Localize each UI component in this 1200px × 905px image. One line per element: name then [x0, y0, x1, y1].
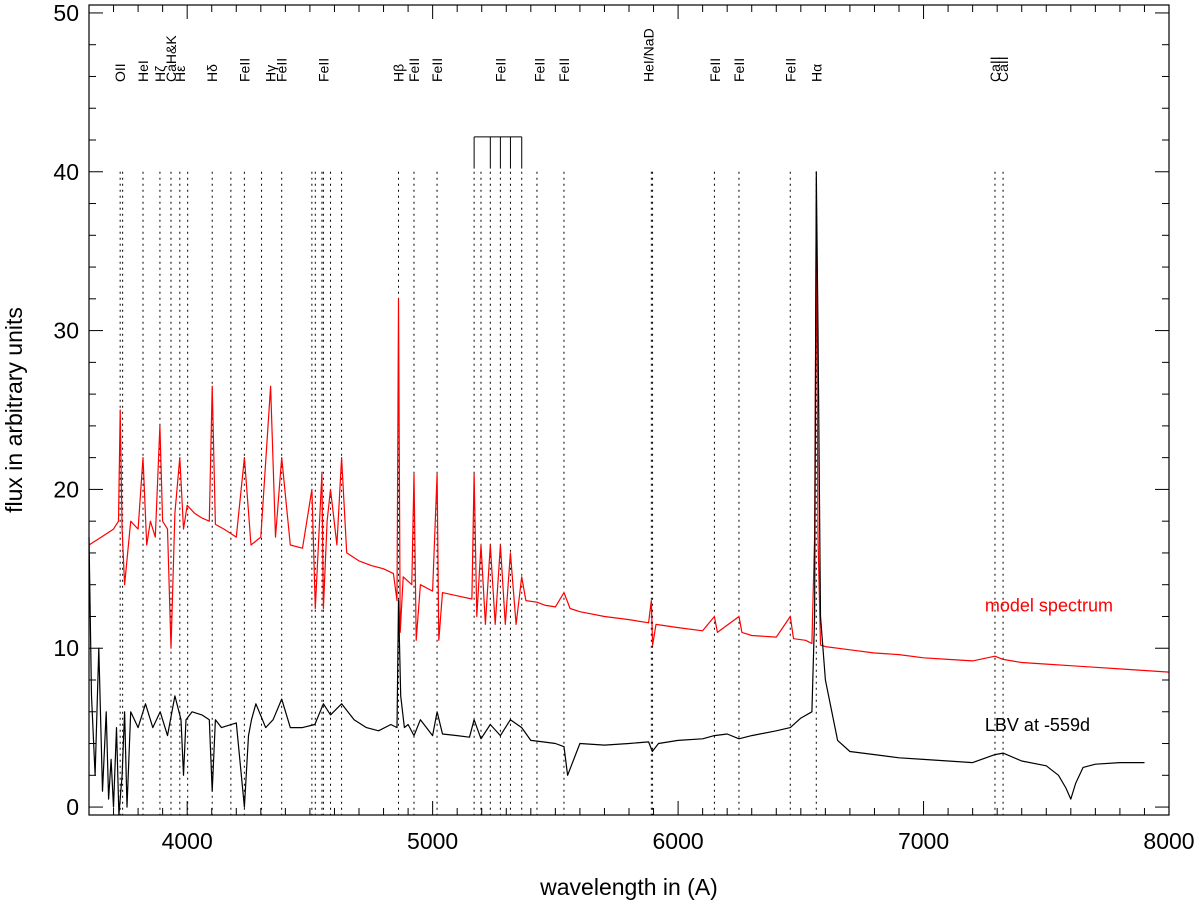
model-spectrum-line: [88, 202, 1170, 673]
line-id-label: FeII: [556, 58, 572, 82]
marker-lines: [119, 171, 1004, 815]
line-id-label: FeII: [315, 58, 331, 82]
line-id-label: HeI: [135, 60, 151, 82]
line-id-label: CaII: [987, 56, 1003, 82]
y-tick-label: 50: [53, 0, 79, 26]
x-tick-label: 7000: [898, 828, 949, 854]
x-tick-label: 5000: [407, 828, 458, 854]
plot-border: [88, 4, 1170, 816]
lbv-spectrum-line: [88, 171, 1145, 816]
tick-labels: 4000 5000 6000 7000 8000 0 10 20 30 40 50: [53, 0, 1194, 854]
x-tick-label: 6000: [653, 828, 704, 854]
line-id-label: FeII: [236, 58, 252, 82]
line-id-label: Hα: [808, 64, 824, 82]
line-id-label: FeII: [782, 58, 798, 82]
axis-ticks: [88, 5, 1170, 815]
x-axis-title: wavelength in (A): [539, 874, 718, 900]
line-id-label: FeII: [531, 58, 547, 82]
x-tick-label: 4000: [162, 828, 213, 854]
line-id-label: HeI/NaD: [641, 28, 657, 82]
y-tick-label: 0: [66, 794, 79, 820]
line-id-label: FeII: [429, 58, 445, 82]
line-id-label: OII: [112, 63, 128, 82]
y-axis-title: flux in arbitrary units: [1, 307, 27, 513]
line-id-label: Hζ: [152, 66, 168, 82]
series-model-spectrum: [88, 202, 1170, 673]
line-id-label: CaH&K: [163, 35, 179, 82]
plot-frame: [88, 4, 1170, 816]
bracket: [473, 136, 523, 169]
line-id-label: FeII: [707, 58, 723, 82]
line-id-label: FeII: [492, 58, 508, 82]
y-tick-label: 20: [53, 476, 79, 502]
line-id-label: Hγ: [263, 65, 279, 82]
model-spectrum-label: model spectrum: [985, 596, 1113, 616]
line-id-label: CaII: [995, 56, 1011, 82]
y-tick-label: 40: [53, 159, 79, 185]
line-id-label: Hε: [172, 66, 188, 82]
line-id-label: Hδ: [204, 64, 220, 82]
x-tick-label: 8000: [1143, 828, 1194, 854]
line-id-label: FeII: [274, 58, 290, 82]
lbv-label: LBV at -559d: [985, 715, 1090, 735]
line-id-label: FeII: [731, 58, 747, 82]
line-id-label: Hβ: [391, 64, 407, 82]
y-tick-label: 10: [53, 635, 79, 661]
series-labels: model spectrum LBV at -559d: [985, 596, 1113, 735]
y-tick-label: 30: [53, 318, 79, 344]
series-lbv: [88, 171, 1145, 816]
line-id-label: FeII: [406, 58, 422, 82]
